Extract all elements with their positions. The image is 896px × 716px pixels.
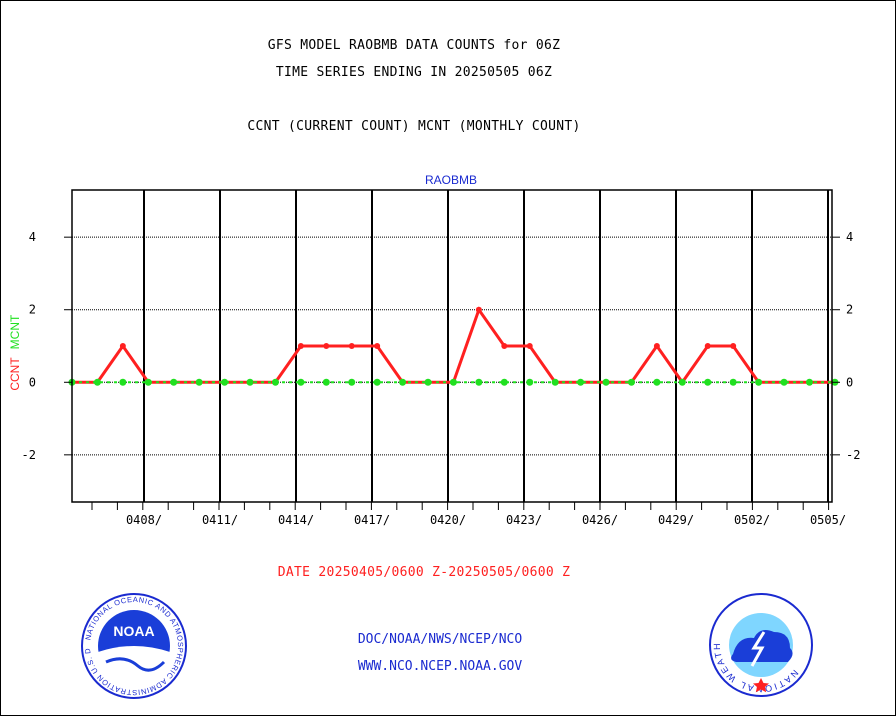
data-point-ccnt [653, 343, 660, 349]
y-tick-label-right: -2 [846, 448, 860, 462]
data-point-ccnt [501, 343, 508, 349]
data-point-ccnt [475, 306, 482, 313]
nws-logo: NATIONAL WEATHER SERVICE [708, 592, 813, 697]
y-tick-label-left: 2 [29, 303, 36, 317]
data-point-mcnt [297, 378, 305, 386]
data-point-mcnt [322, 378, 330, 386]
data-point-mcnt [627, 378, 635, 386]
x-tick-label: 0417/ [354, 513, 390, 527]
x-tick-label: 0429/ [658, 513, 694, 527]
data-point-mcnt [424, 378, 432, 386]
data-point-mcnt [475, 378, 483, 386]
plot-frame [71, 189, 833, 503]
x-tick-label: 0502/ [734, 513, 770, 527]
data-point-mcnt [119, 378, 127, 386]
data-point-mcnt [551, 378, 559, 386]
y-tick-label-left: 4 [29, 230, 36, 244]
x-tick-label: 0420/ [430, 513, 466, 527]
data-point-mcnt [246, 378, 254, 386]
y-tick-label-right: 2 [846, 303, 853, 317]
y-axis-label-mcnt: MCNT [8, 314, 22, 349]
data-point-ccnt [374, 343, 381, 349]
y-tick-label-left: -2 [22, 448, 36, 462]
y-tick-label-right: 4 [846, 230, 853, 244]
y-axis-label-ccnt: CCNT [8, 357, 22, 391]
series-line-ccnt [72, 306, 835, 385]
data-point-mcnt [729, 378, 737, 386]
data-point-mcnt [144, 378, 152, 386]
x-tick-label: 0423/ [506, 513, 542, 527]
chart-subtitle: CCNT (CURRENT COUNT) MCNT (MONTHLY COUNT… [247, 119, 581, 134]
data-point-mcnt [221, 378, 229, 386]
data-point-mcnt [602, 378, 610, 386]
data-point-ccnt [704, 343, 711, 349]
data-point-mcnt [170, 378, 178, 386]
y-tick-label-left: 0 [29, 375, 36, 389]
data-point-mcnt [93, 378, 101, 386]
noaa-logo-text: NOAA [113, 623, 154, 639]
chart-title-line2: TIME SERIES ENDING IN 20250505 06Z [275, 65, 553, 80]
data-point-ccnt [730, 343, 737, 349]
noaa-logo: NATIONAL OCEANIC AND ATMOSPHERIC ADMINIS… [80, 592, 187, 699]
data-point-mcnt [526, 378, 534, 386]
plot-title: RAOBMB [425, 173, 477, 187]
y-axis-label: CCNT MCNT [8, 314, 22, 391]
x-tick-label: 0411/ [202, 513, 238, 527]
website-url: WWW.NCO.NCEP.NOAA.GOV [357, 659, 523, 674]
chart-title-line1: GFS MODEL RAOBMB DATA COUNTS for 06Z [267, 38, 561, 53]
data-point-mcnt [755, 378, 763, 386]
data-point-mcnt [500, 378, 508, 386]
data-point-mcnt [780, 378, 788, 386]
date-range: DATE 20250405/0600 Z-20250505/0600 Z [277, 565, 571, 580]
data-point-mcnt [195, 378, 203, 386]
data-point-mcnt [348, 378, 356, 386]
data-point-ccnt [119, 343, 126, 349]
data-point-mcnt [399, 378, 407, 386]
data-point-mcnt [678, 378, 686, 386]
data-point-mcnt [805, 378, 813, 386]
x-tick-label: 0408/ [126, 513, 162, 527]
data-point-ccnt [297, 343, 304, 349]
data-point-mcnt [704, 378, 712, 386]
x-tick-label: 0414/ [278, 513, 314, 527]
data-point-mcnt [373, 378, 381, 386]
data-point-mcnt [271, 378, 279, 386]
star-icon [753, 678, 769, 693]
data-point-ccnt [323, 343, 330, 349]
data-point-mcnt [653, 378, 661, 386]
data-point-ccnt [348, 343, 355, 349]
data-point-mcnt [577, 378, 585, 386]
x-tick-label: 0505/ [810, 513, 846, 527]
org-path: DOC/NOAA/NWS/NCEP/NCO [357, 632, 523, 647]
x-tick-label: 0426/ [582, 513, 618, 527]
y-tick-label-right: 0 [846, 375, 853, 389]
data-point-ccnt [526, 343, 533, 349]
data-point-mcnt [449, 378, 457, 386]
